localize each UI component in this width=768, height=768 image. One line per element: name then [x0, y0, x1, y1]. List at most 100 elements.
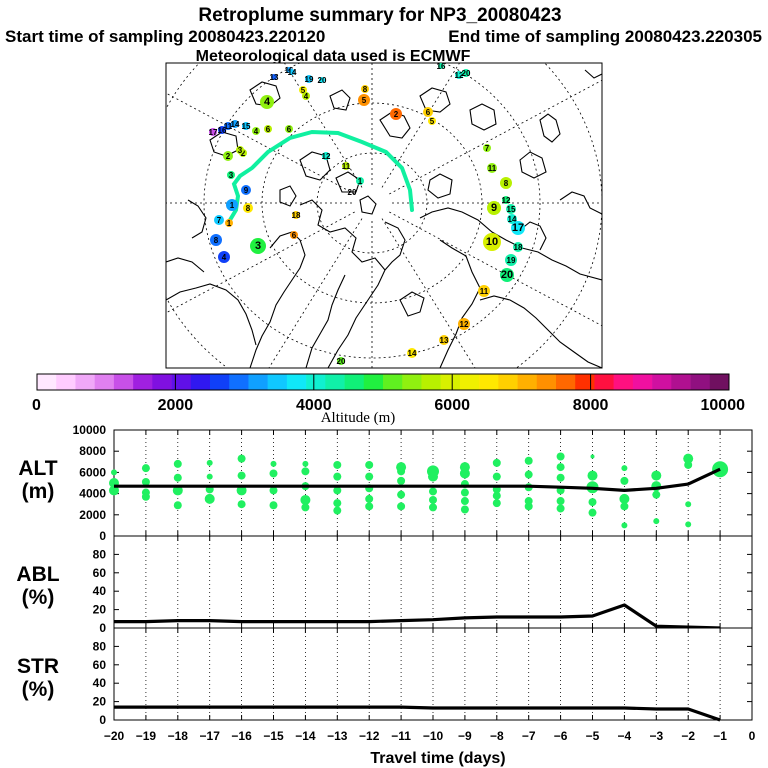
plume-marker: 3	[250, 238, 266, 254]
plume-marker-dot	[302, 92, 310, 100]
plume-marker-dot	[513, 242, 523, 252]
altitude-scatter-point	[111, 469, 117, 476]
y-tick-label: 20	[93, 695, 107, 709]
y-tick-label: 40	[93, 676, 107, 690]
altitude-scatter-point	[684, 460, 693, 469]
altitude-scatter-point	[302, 460, 309, 467]
plume-marker-dot	[223, 151, 233, 161]
colorbar-swatch	[344, 374, 365, 390]
altitude-scatter-point	[588, 498, 597, 507]
colorbar-frame	[36, 373, 730, 391]
x-tick-label: −7	[522, 729, 536, 743]
coastline-segment	[479, 295, 602, 368]
plume-marker-label: 13	[440, 336, 449, 345]
x-axis-label: Travel time (days)	[370, 750, 505, 767]
plume-marker-dot	[511, 221, 525, 235]
plume-marker: 19	[505, 254, 517, 266]
y-tick-label: 0	[99, 713, 106, 727]
plume-marker: 7	[214, 215, 224, 225]
plume-marker-dot	[209, 128, 217, 136]
coastline-segment	[469, 103, 497, 131]
plume-marker-label: 14	[231, 120, 240, 129]
x-tick-label: −14	[295, 729, 316, 743]
altitude-scatter-point	[460, 497, 469, 506]
altitude-scatter-point	[460, 505, 469, 514]
altitude-scatter-point	[109, 485, 119, 496]
colorbar-swatch	[267, 374, 288, 390]
altitude-scatter-point	[588, 508, 597, 517]
plume-marker-label: 12	[455, 71, 464, 80]
altitude-scatter-point	[492, 491, 501, 500]
altitude-scatter-point	[620, 502, 629, 511]
colorbar-swatch	[383, 374, 403, 390]
plume-marker-label: 6	[266, 125, 271, 134]
plume-marker-dot	[500, 268, 514, 282]
plume-marker-label: 8	[504, 179, 509, 188]
plume-marker-label: 15	[507, 205, 516, 214]
altitude-scatter-point	[206, 473, 213, 480]
coastline-segment	[439, 239, 481, 368]
plume-marker-dot	[218, 126, 226, 134]
colorbar-swatch	[632, 374, 653, 390]
y-axis-label-alt: ALT	[18, 457, 57, 480]
series-line-str	[114, 705, 721, 722]
y-axis-label-str: STR	[17, 655, 59, 678]
plume-marker-label: 17	[209, 128, 218, 137]
plume-marker-dot	[390, 108, 402, 120]
altitude-scatter-point	[587, 470, 598, 481]
plume-marker-label: 19	[305, 75, 314, 84]
plume-marker-dot	[271, 74, 277, 80]
colorbar-swatch	[94, 374, 115, 390]
colorbar-swatch	[556, 374, 576, 390]
plume-marker-dot	[487, 201, 501, 215]
plume-marker-label: 1	[230, 201, 235, 210]
x-tick-label: −5	[586, 729, 600, 743]
altitude-scatter-point	[365, 460, 374, 469]
y-tick-label: 0	[99, 621, 106, 635]
series-line-alt	[114, 467, 721, 492]
plume-marker: 7	[483, 144, 491, 153]
altitude-scatter-point	[492, 458, 501, 467]
altitude-scatter-point	[141, 477, 150, 486]
altitude-scatter-point	[397, 467, 406, 476]
colorbar-swatch	[690, 374, 711, 390]
y-tick-label: 4000	[79, 487, 106, 501]
plume-marker-dot	[227, 171, 235, 179]
altitude-scatter-point	[172, 485, 183, 496]
altitude-scatter-point	[397, 490, 406, 499]
plume-marker: 3	[227, 171, 235, 180]
y-tick-label: 6000	[79, 465, 106, 479]
colorbar-swatch	[171, 374, 192, 390]
time-series-panels: 0200040006000800010000ALT(m)020406080ABL…	[16, 423, 755, 743]
altitude-scatter-point	[237, 471, 246, 480]
altitude-scatter-point	[397, 476, 406, 485]
plume-marker-dot	[361, 85, 369, 93]
coastline-segment	[359, 195, 377, 215]
colorbar-tick-label: 10000	[701, 397, 746, 414]
altitude-scatter-point	[653, 518, 660, 525]
plume-marker-dot	[218, 251, 230, 263]
panel-str: 0 20 40 60 80 STR(%)	[17, 627, 753, 727]
colorbar-swatch	[536, 374, 557, 390]
plume-marker-label: 1	[358, 177, 363, 186]
plume-marker-dot	[319, 77, 325, 83]
altitude-scatter-point	[365, 494, 374, 503]
altitude-scatter-point	[173, 459, 182, 468]
colorbar-swatch	[133, 374, 153, 390]
plume-marker-label: 6	[426, 108, 431, 117]
colorbar-swatch	[594, 374, 614, 390]
altitude-scatter-point	[620, 476, 629, 485]
plume-marker: 9	[487, 201, 501, 215]
altitude-scatter-point	[621, 465, 628, 472]
plume-marker-label: 12	[322, 152, 331, 161]
plume-marker-dot	[260, 95, 274, 109]
plume-marker: 15	[506, 204, 516, 214]
plume-marker: 12	[322, 152, 331, 161]
x-tick-label: −11	[391, 729, 411, 743]
coastline-segment	[249, 81, 281, 107]
plume-marker: 6	[285, 125, 293, 134]
plume-marker: 5	[428, 117, 436, 126]
plume-marker-dot	[292, 211, 300, 219]
plume-marker-dot	[507, 214, 517, 224]
